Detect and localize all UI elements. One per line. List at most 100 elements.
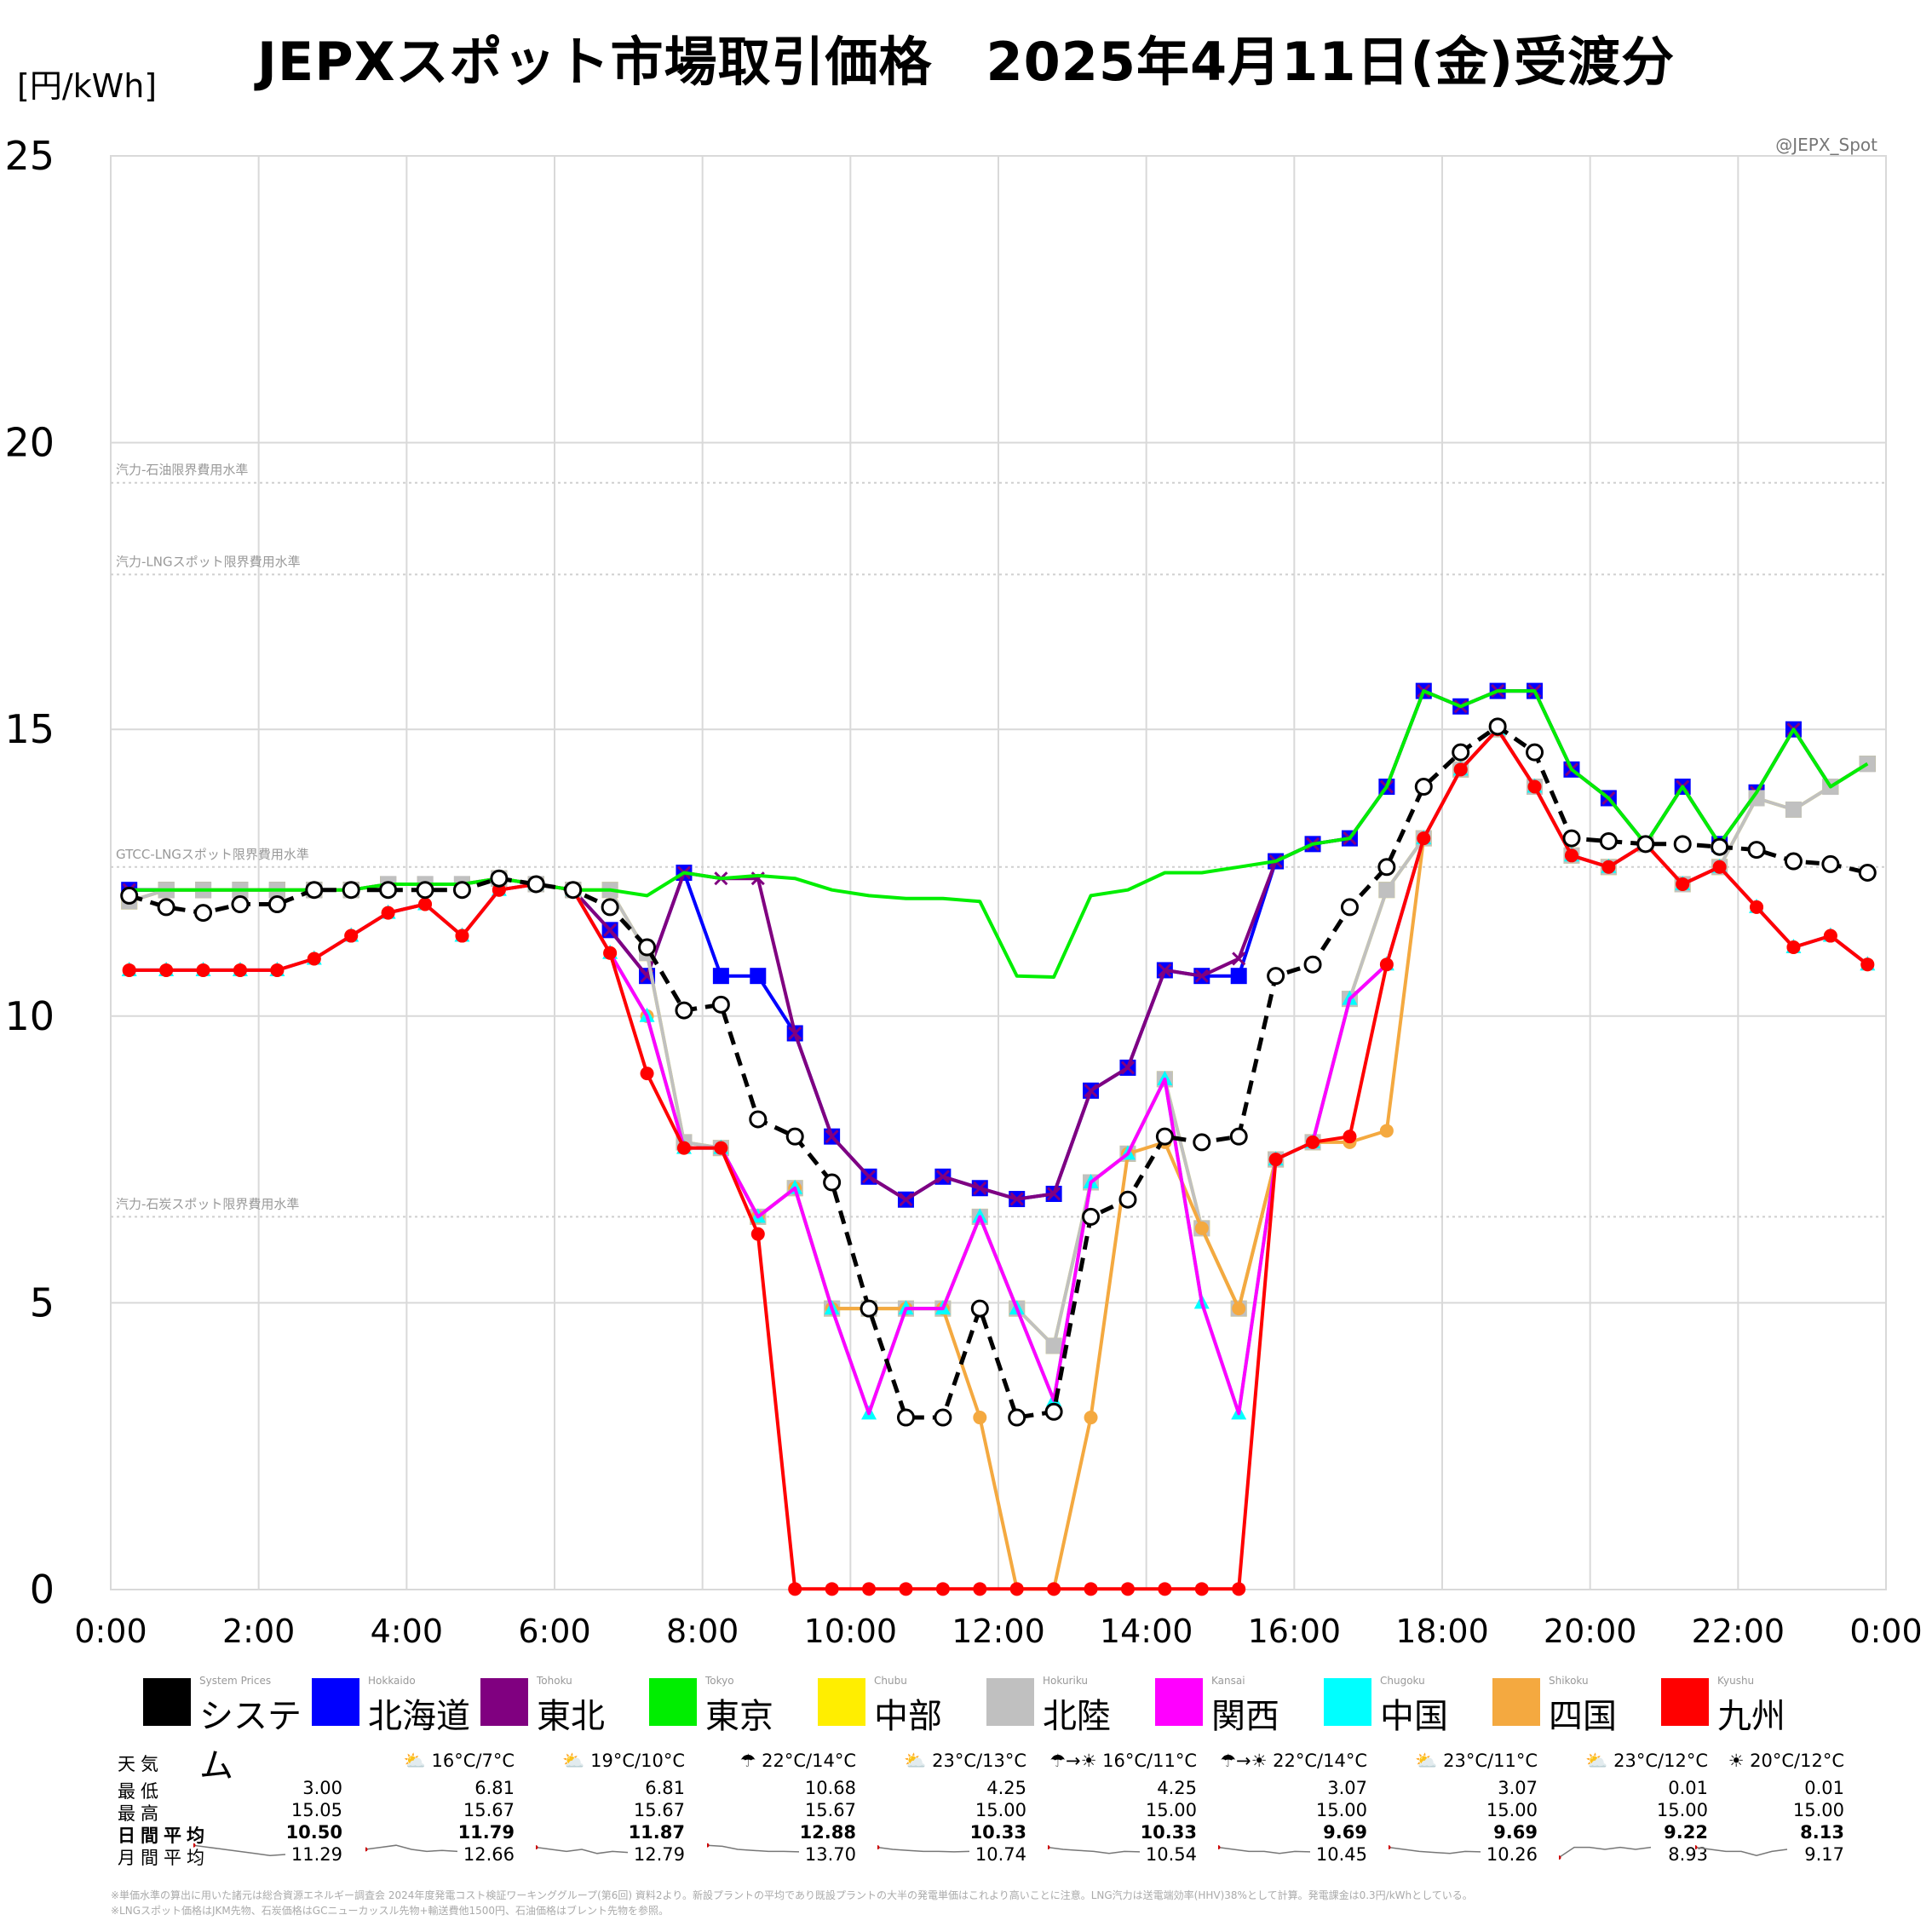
y-unit-label: [円/kWh] <box>17 67 158 105</box>
stats-cell: 4.25 <box>1157 1778 1197 1798</box>
data-point <box>603 923 618 937</box>
data-point <box>1082 1207 1101 1226</box>
stats-cell: 15.00 <box>1145 1800 1197 1820</box>
stats-cell: 4.25 <box>986 1778 1026 1798</box>
stats-cell: 3.07 <box>1327 1778 1367 1798</box>
legend-item-chugoku: Chugoku 中国 <box>1324 1668 1494 1745</box>
data-point <box>1564 848 1578 863</box>
data-point <box>1821 854 1840 873</box>
data-point <box>1193 1133 1211 1152</box>
legend: System Prices システム Hokkaido 北海道 Tohoku 東北 Toky… <box>0 1668 1932 1785</box>
data-point <box>1786 940 1801 955</box>
legend-item-hokkaido: Hokkaido 北海道 <box>312 1668 482 1745</box>
data-point <box>1601 860 1616 874</box>
data-point <box>1488 717 1507 736</box>
data-point <box>344 929 359 943</box>
legend-label-en: Hokkaido <box>368 1675 416 1687</box>
data-point <box>896 1408 915 1427</box>
x-tick-label: 20:00 <box>1544 1613 1637 1650</box>
stats-row-min: 最低 3.00 6.81 6.81 10.68 4.25 4.25 3.07 3.07 0.01 0… <box>0 1778 1932 1802</box>
data-point <box>675 1001 693 1020</box>
data-point <box>342 881 360 900</box>
legend-item-kansai: Kansai 関西 <box>1155 1668 1325 1745</box>
stats-cell: 8.13 <box>1800 1822 1844 1843</box>
monthly-sparkline <box>1389 1845 1481 1854</box>
data-point <box>1155 1127 1174 1146</box>
reference-line-label: 汽力-LNGスポット限界費用水準 <box>116 554 301 569</box>
x-tick-label: 16:00 <box>1248 1613 1342 1650</box>
data-point <box>1084 1582 1098 1596</box>
monthly-sparkline <box>1695 1845 1788 1856</box>
stats-cell: ☂→☀ 22°C/14°C <box>1220 1751 1367 1771</box>
y-tick-label: 0 <box>30 1567 55 1613</box>
data-point <box>1414 778 1433 796</box>
footnote-1: ※単価水準の算出に用いた諸元は総合資源エネルギー調査会 2024年度発電コスト検… <box>111 1889 1473 1901</box>
data-point <box>714 1141 728 1155</box>
data-point <box>1229 1127 1248 1146</box>
stats-cell: ⛅ 23°C/13°C <box>904 1751 1026 1771</box>
data-point <box>1194 1582 1209 1596</box>
legend-label: 中部 <box>874 1697 942 1736</box>
data-point <box>1267 967 1285 986</box>
stats-cell: ⛅ 23°C/11°C <box>1415 1751 1538 1771</box>
data-point <box>749 1110 768 1129</box>
x-tick-label: 22:00 <box>1692 1613 1785 1650</box>
monthly-sparkline <box>1559 1846 1652 1860</box>
data-point <box>1377 858 1396 877</box>
data-point <box>1084 1084 1098 1098</box>
stats-cell: 10.74 <box>975 1844 1026 1865</box>
stats-cell: ☂ 22°C/14°C <box>739 1751 856 1771</box>
legend-swatch <box>649 1678 697 1726</box>
data-point <box>1047 1187 1061 1201</box>
data-point <box>935 1582 950 1596</box>
data-point <box>1750 900 1764 914</box>
x-tick-label: 6:00 <box>518 1613 590 1650</box>
data-point <box>1340 898 1359 917</box>
legend-label: 四国 <box>1549 1697 1617 1736</box>
data-point <box>231 895 250 914</box>
stats-row-daily_avg: 日間平均 10.50 11.79 11.87 12.88 10.33 10.33 9.69 9.… <box>0 1822 1932 1846</box>
data-point <box>379 881 398 900</box>
stats-cell: 11.79 <box>457 1822 515 1843</box>
data-point <box>196 963 210 977</box>
data-point <box>1232 952 1246 966</box>
data-point <box>1417 831 1431 846</box>
data-point <box>750 1227 765 1241</box>
legend-label: 関西 <box>1211 1697 1279 1736</box>
stats-cell: ☂→☀ 16°C/11°C <box>1049 1751 1197 1771</box>
data-point <box>1306 1135 1320 1149</box>
legend-swatch <box>143 1678 191 1726</box>
legend-item-hokuriku: Hokuriku 北陸 <box>986 1668 1157 1745</box>
data-point <box>935 1170 950 1184</box>
data-point <box>899 1582 913 1596</box>
legend-label-en: Chubu <box>874 1675 907 1687</box>
stats-cell: 0.01 <box>1804 1778 1844 1798</box>
legend-swatch <box>986 1678 1034 1726</box>
stats-cell: 10.54 <box>1145 1844 1197 1865</box>
stats-cell: 15.67 <box>804 1800 856 1820</box>
data-point <box>1047 1582 1061 1596</box>
monthly-sparkline <box>193 1843 286 1856</box>
legend-label-en: Shikoku <box>1549 1675 1589 1687</box>
y-tick-label: 20 <box>4 420 55 466</box>
data-point <box>1599 831 1618 850</box>
stats-cell: 3.00 <box>302 1778 342 1798</box>
grid <box>110 155 1887 1590</box>
data-point <box>1303 955 1322 974</box>
data-point <box>934 1408 952 1427</box>
monthly-sparkline <box>1048 1845 1141 1854</box>
data-point <box>1860 957 1875 972</box>
stats-cell: 15.67 <box>463 1800 515 1820</box>
legend-label: 中国 <box>1380 1697 1448 1736</box>
stats-cell: 15.67 <box>633 1800 685 1820</box>
data-point <box>603 946 618 960</box>
x-tick-label: 12:00 <box>952 1613 1045 1650</box>
data-point <box>899 1193 913 1207</box>
stats-cell: 10.50 <box>285 1822 342 1843</box>
data-point <box>1118 1190 1137 1209</box>
data-point <box>601 898 619 917</box>
data-point <box>973 1582 987 1596</box>
y-tick-label: 15 <box>4 706 55 752</box>
legend-label-en: System Prices <box>199 1675 272 1687</box>
data-point <box>1120 1582 1135 1596</box>
